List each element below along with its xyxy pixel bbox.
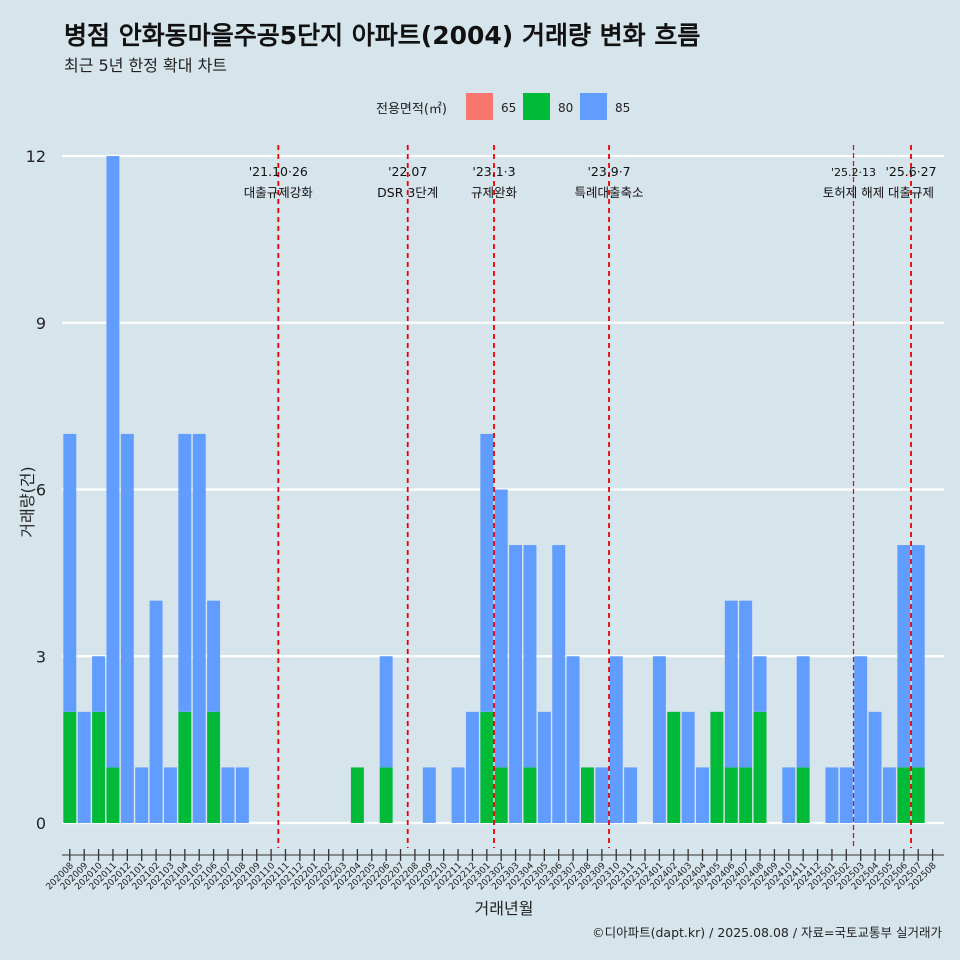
legend-label: 80 [558,101,573,115]
bar [480,433,494,712]
legend-swatch [580,93,607,120]
legend-title: 전용면적(㎡) [376,102,447,117]
event-label: DSR 3단계 [377,185,438,200]
bar [235,767,249,823]
bar [120,433,134,823]
event-label: 특례대출축소 [575,185,644,200]
event-date: '23.9·7 [587,164,630,179]
event-date: '23.1·3 [472,164,515,179]
bar [825,767,839,823]
bar [796,767,810,823]
bar [739,767,753,823]
legend: 전용면적(㎡) 65 80 85 [376,93,630,120]
bar [782,767,796,823]
bar [724,767,738,823]
bar [897,767,911,823]
bar [207,711,221,823]
bar [92,656,106,712]
bar [667,711,681,823]
bar [552,545,566,823]
bar [106,767,120,823]
bar [854,656,868,823]
legend-swatch [466,93,493,120]
bar [537,711,551,823]
bar [63,711,77,823]
y-axis-ticks: 0 3 6 9 12 [26,147,46,833]
bar [566,656,580,823]
chart-subtitle: 최근 5년 한정 확대 차트 [64,56,228,75]
event-label: 규제완화 [471,185,518,200]
bars [63,156,925,823]
bar [63,433,77,712]
event-date: '21.10·26 [249,164,308,179]
bar [192,433,206,823]
legend-label: 65 [501,101,516,115]
y-tick-label: 6 [36,481,46,500]
bar [911,545,925,768]
bar [92,711,106,823]
bar [451,767,465,823]
y-tick-label: 12 [26,147,46,166]
bar [523,545,537,768]
y-tick-label: 9 [36,314,46,333]
bar [178,711,192,823]
bar [149,600,163,823]
bar [609,656,623,823]
bar [710,711,724,823]
event-date: '25.6·27 [885,164,936,179]
x-axis: 2020082020092020102020112020122021012021… [45,849,944,892]
bar [595,767,609,823]
event-label: 대출규제 [888,185,934,200]
bar [897,545,911,768]
bar [624,767,638,823]
event-date: '22.07 [388,164,427,179]
bar [753,656,767,712]
bar [839,767,853,823]
bar [221,767,235,823]
bar [724,600,738,768]
chart-title: 병점 안화동마을주공5단지 아파트(2004) 거래량 변화 흐름 [64,21,701,50]
x-axis-label: 거래년월 [475,899,534,918]
bar [681,711,695,823]
bar [379,767,393,823]
bar [350,767,364,823]
bar [480,711,494,823]
y-tick-label: 3 [36,647,46,666]
bar [77,711,91,823]
y-axis-label: 거래량(건) [18,466,37,537]
bar [911,767,925,823]
bar [465,711,479,823]
event-label: 토허제 해제 [823,185,884,200]
bar [494,767,508,823]
bar [163,767,177,823]
bar [868,711,882,823]
event-lines: '21.10·26 대출규제강화 '22.07 DSR 3단계 '23.1·3 규제완화 '… [244,145,937,848]
legend-label: 85 [615,101,630,115]
y-tick-label: 0 [36,814,46,833]
bar [652,656,666,823]
bar [696,767,709,823]
bar [509,545,523,823]
bar [523,767,537,823]
bar [422,767,436,823]
bar [106,156,120,768]
legend-swatch [523,93,550,120]
bar [739,600,753,768]
bar [379,656,393,768]
bar [753,711,767,823]
bar [882,767,896,823]
bar [581,767,594,823]
event-label: 대출규제강화 [244,185,314,200]
event-date: '25.2·13 [831,166,876,179]
bar [207,600,221,712]
bar [796,656,810,768]
bar [178,433,192,712]
bar [135,767,149,823]
bar [494,489,508,768]
source-credit: ©디아파트(dapt.kr) / 2025.08.08 / 자료=국토교통부 실… [592,925,942,940]
